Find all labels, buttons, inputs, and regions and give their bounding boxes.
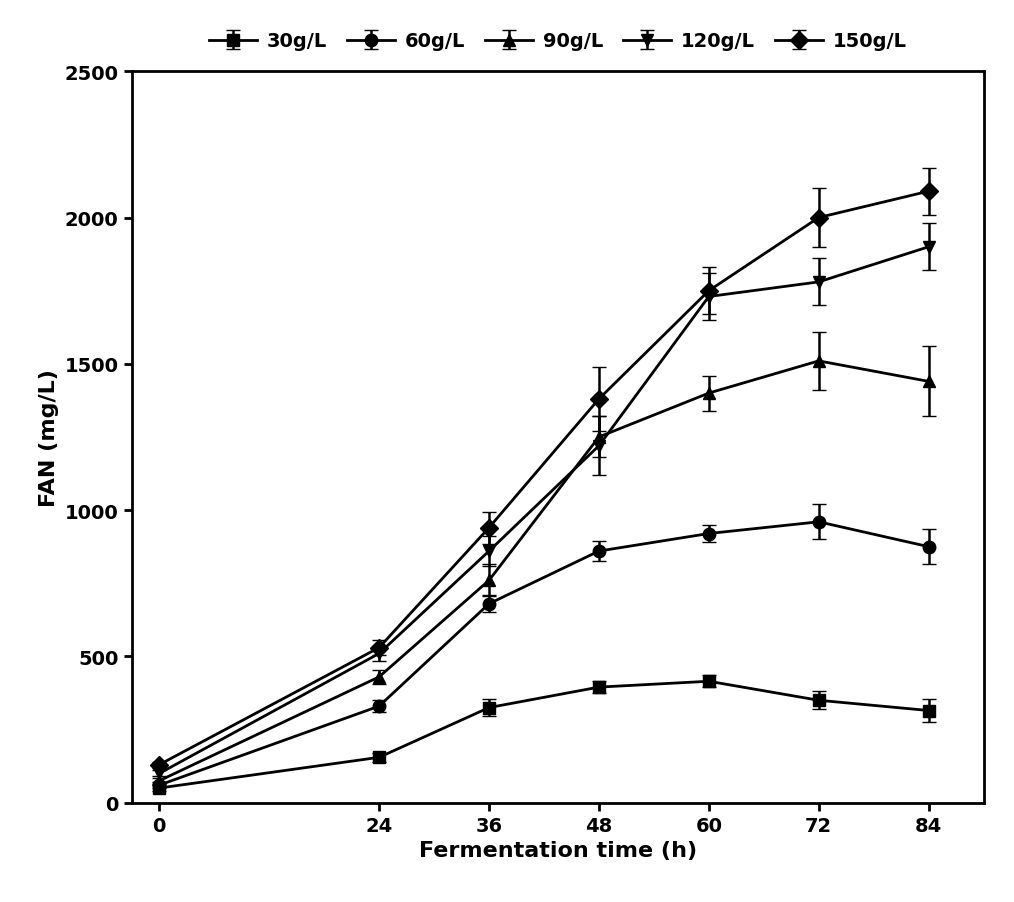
X-axis label: Fermentation time (h): Fermentation time (h) — [419, 841, 697, 861]
Legend: 30g/L, 60g/L, 90g/L, 120g/L, 150g/L: 30g/L, 60g/L, 90g/L, 120g/L, 150g/L — [205, 28, 911, 55]
Y-axis label: FAN (mg/L): FAN (mg/L) — [40, 369, 59, 506]
